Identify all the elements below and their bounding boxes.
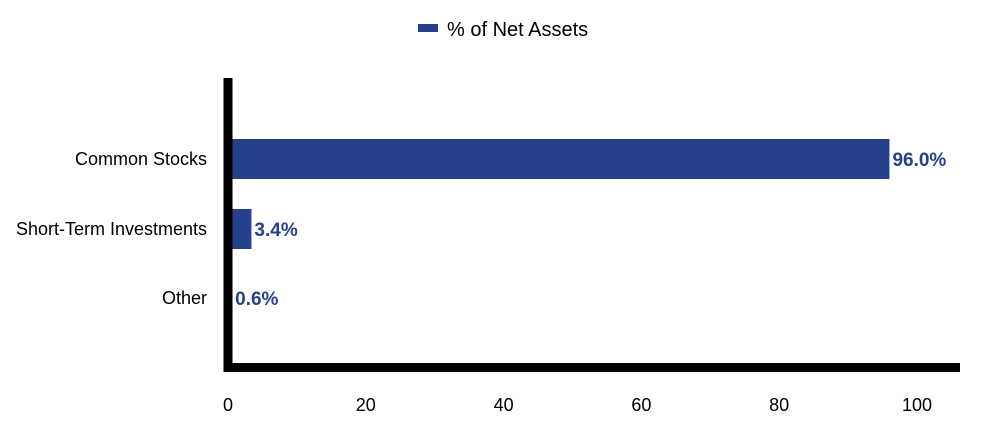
x-tick-label-20: 20 <box>356 395 376 415</box>
bar-short-term-investments <box>228 209 252 249</box>
legend-label: % of Net Assets <box>447 19 588 41</box>
data-label-short-term-investments: 3.4% <box>254 220 297 241</box>
x-tick-label-0: 0 <box>223 395 233 415</box>
data-label-common-stocks: 96.0% <box>892 150 946 171</box>
x-tick-label-80: 80 <box>769 395 789 415</box>
data-labels: 96.0% 3.4% 0.6% <box>235 150 946 310</box>
category-label-short-term-investments: Short-Term Investments <box>16 219 207 239</box>
category-label-other: Other <box>162 288 207 308</box>
legend-swatch <box>418 24 438 32</box>
x-tick-label-40: 40 <box>494 395 514 415</box>
bars <box>228 139 890 318</box>
bar-common-stocks <box>228 139 890 179</box>
category-label-common-stocks: Common Stocks <box>75 149 207 169</box>
x-axis-tick-labels: 0 20 40 60 80 100 <box>223 395 932 415</box>
legend: % of Net Assets <box>418 19 588 41</box>
x-tick-label-100: 100 <box>902 395 932 415</box>
category-labels: Common Stocks Short-Term Investments Other <box>16 149 207 308</box>
data-label-other: 0.6% <box>235 289 278 310</box>
x-tick-label-60: 60 <box>631 395 651 415</box>
